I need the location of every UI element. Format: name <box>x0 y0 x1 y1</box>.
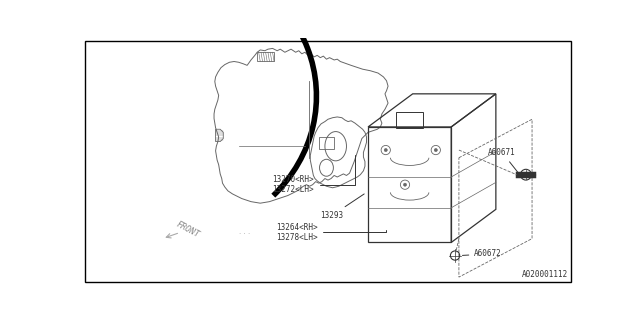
Circle shape <box>384 148 387 152</box>
Bar <box>257 52 274 61</box>
Text: A60671: A60671 <box>488 148 518 172</box>
Text: 13293: 13293 <box>320 194 364 220</box>
Bar <box>319 137 334 149</box>
Circle shape <box>403 183 406 186</box>
Text: 13264<RH>
13278<LH>: 13264<RH> 13278<LH> <box>276 223 386 242</box>
Circle shape <box>435 148 437 152</box>
Text: FRONT: FRONT <box>175 220 201 239</box>
Text: 13270<RH>
13272<LH>: 13270<RH> 13272<LH> <box>273 155 355 194</box>
Bar <box>396 112 422 129</box>
Text: A020001112: A020001112 <box>522 270 568 279</box>
Text: . . .: . . . <box>239 229 251 236</box>
Text: A60672: A60672 <box>463 250 502 259</box>
